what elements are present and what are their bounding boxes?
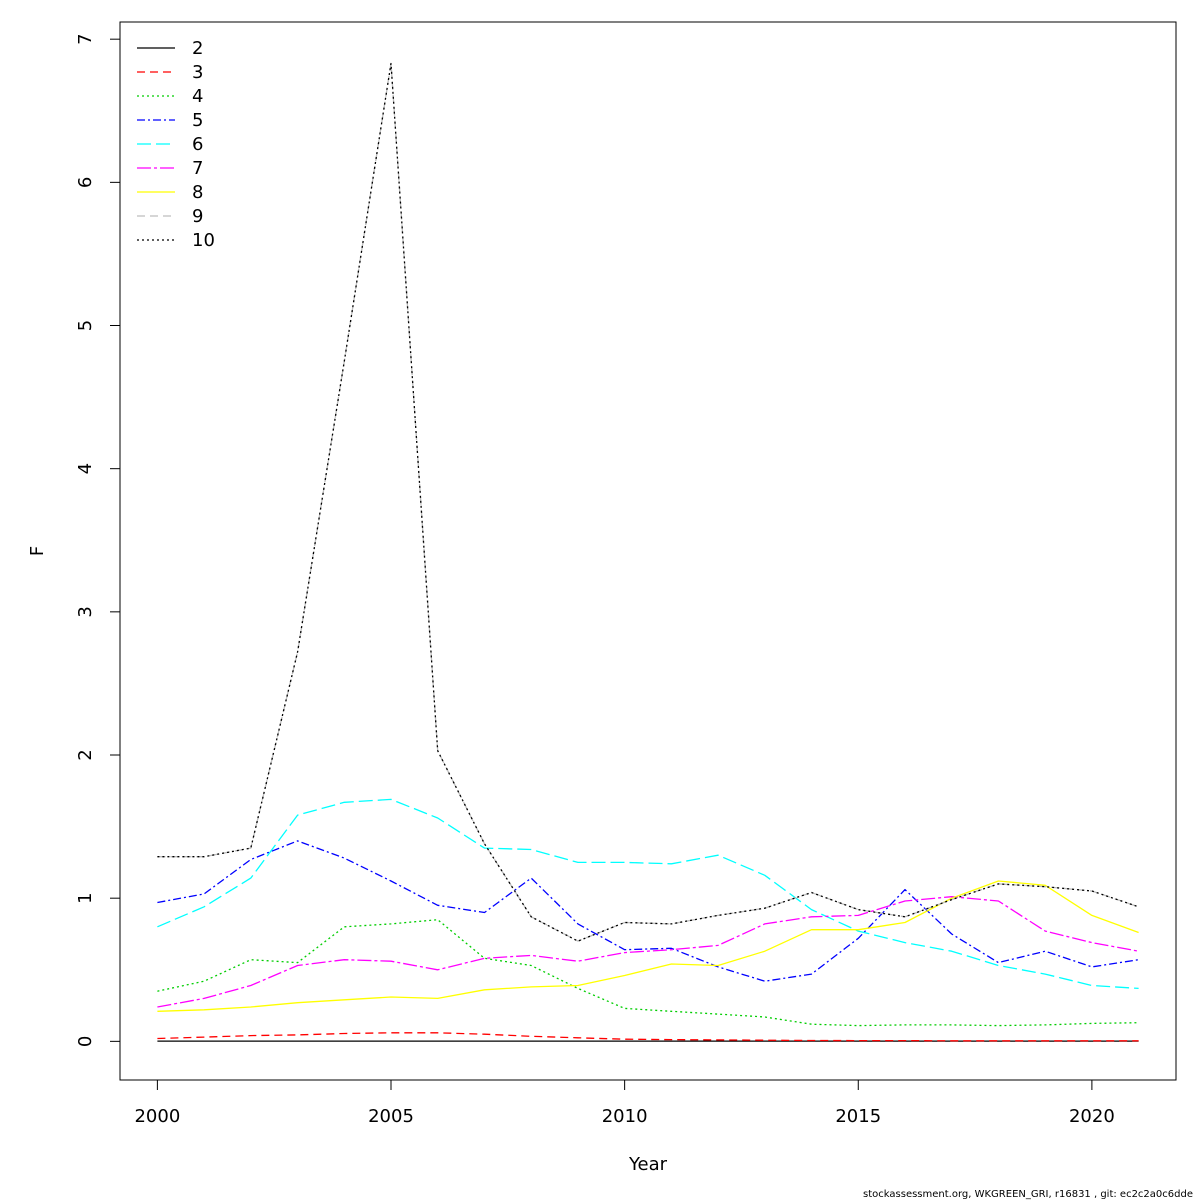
series-line-4 xyxy=(157,920,1138,1026)
legend-label-5: 5 xyxy=(192,110,203,131)
series-line-3 xyxy=(157,1033,1138,1041)
y-tick-label: 1 xyxy=(75,892,96,903)
series-layer xyxy=(157,64,1138,1042)
y-tick-label: 6 xyxy=(75,177,96,188)
x-tick-label: 2005 xyxy=(368,1106,414,1127)
footer-annotation: stockassessment.org, WKGREEN_GRI, r16831… xyxy=(863,1189,1193,1200)
x-tick-label: 2010 xyxy=(602,1106,648,1127)
legend-label-8: 8 xyxy=(192,182,203,203)
y-tick-label: 2 xyxy=(75,749,96,760)
legend-label-6: 6 xyxy=(192,134,203,155)
legend-label-7: 7 xyxy=(192,158,203,179)
x-tick-label: 2020 xyxy=(1069,1106,1115,1127)
y-tick-label: 3 xyxy=(75,606,96,617)
x-axis: 2000 2005 2010 2015 2020 xyxy=(134,1080,1114,1127)
series-line-10 xyxy=(157,64,1138,942)
y-tick-label: 4 xyxy=(75,463,96,474)
y-tick-label: 7 xyxy=(75,33,96,44)
x-axis-title: Year xyxy=(628,1154,668,1175)
legend-label-2: 2 xyxy=(192,38,203,59)
y-axis-title: F xyxy=(27,546,48,556)
x-tick-label: 2000 xyxy=(134,1106,180,1127)
plot-frame xyxy=(120,22,1176,1080)
series-line-5 xyxy=(157,841,1138,981)
x-tick-label: 2015 xyxy=(835,1106,881,1127)
y-tick-label: 5 xyxy=(75,320,96,331)
series-line-6 xyxy=(157,799,1138,988)
series-line-9 xyxy=(157,64,1138,942)
y-tick-label: 0 xyxy=(75,1036,96,1047)
legend-label-4: 4 xyxy=(192,86,203,107)
legend-label-3: 3 xyxy=(192,62,203,83)
series-line-7 xyxy=(157,897,1138,1007)
y-axis: 0 1 2 3 4 5 6 7 xyxy=(75,33,120,1047)
legend-label-10: 10 xyxy=(192,230,215,251)
legend: 2 3 4 5 6 7 8 9 10 xyxy=(137,38,215,251)
legend-label-9: 9 xyxy=(192,206,203,227)
